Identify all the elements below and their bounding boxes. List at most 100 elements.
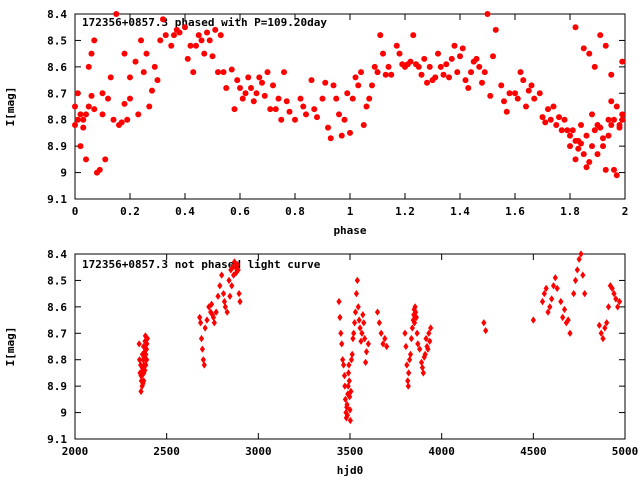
data-point [547,303,553,311]
data-point [85,103,92,110]
data-point [567,132,573,139]
data-point [421,55,428,62]
data-point [406,369,412,377]
data-point [127,95,133,102]
data-point [371,63,378,70]
data-point [366,95,373,102]
data-point [219,271,225,279]
data-point [435,50,441,57]
data-point [591,63,598,70]
data-point [135,111,142,118]
data-point [611,166,617,173]
data-point [440,71,447,78]
data-point [351,329,357,337]
data-point [355,82,362,89]
data-point [333,95,340,102]
data-point [363,348,370,356]
data-point [525,87,532,94]
data-point [346,361,352,369]
data-point [80,116,87,123]
data-point [385,63,392,70]
data-point [619,116,626,123]
x-axis-label: phase [333,224,366,237]
x-tick-label: 5000 [612,445,639,458]
data-point [423,334,429,343]
data-point [420,369,426,377]
data-point [561,305,568,314]
data-point [143,350,149,359]
x-tick-label: 0.4 [175,205,195,218]
data-point [138,387,144,396]
data-point [349,350,355,359]
data-point [405,377,411,385]
data-point [446,74,452,81]
data-point [144,334,151,343]
data-point [157,37,164,44]
data-point [550,103,557,110]
data-point [202,324,208,332]
data-point [359,329,365,337]
data-point [143,345,150,353]
data-point [80,124,87,131]
data-point [454,69,461,76]
data-point [407,350,414,359]
data-point [356,316,362,324]
data-point [77,143,84,150]
data-point [563,319,569,327]
data-point [564,127,571,134]
data-point [187,42,194,49]
data-point [580,45,587,52]
data-point [74,90,81,97]
data-point [589,143,595,150]
data-point [558,297,564,306]
data-point [342,382,348,390]
data-point [348,387,354,396]
y-tick-label: 9.1 [47,193,67,206]
data-point [574,266,580,274]
x-tick-label: 2500 [153,445,180,458]
data-point [140,379,146,388]
data-point [362,334,368,343]
unphased-light-curve-panel: 2000 2500 3000 3500 4000 4500 5000 8.4 8.5 8.6 8.7… [4,248,638,477]
data-point [413,313,419,322]
data-point [162,32,169,39]
data-point [406,356,413,364]
data-point [411,305,417,314]
data-point [193,42,199,49]
data-point [160,16,166,23]
data-point [611,290,617,298]
data-point [418,71,425,78]
data-point [468,69,474,76]
data-point [220,69,227,76]
data-point [594,151,601,158]
data-point [528,82,535,89]
data-point [325,124,331,131]
data-point [586,159,593,165]
data-point [340,361,347,369]
data-point [308,77,315,84]
data-point [578,122,584,128]
data-point [184,55,191,62]
data-point [224,308,230,316]
data-point [407,58,414,65]
y-tick-label: 8.8 [47,114,67,127]
data-point [554,284,560,292]
data-point [484,11,491,17]
data-point [419,364,426,372]
data-point [195,32,202,39]
data-point [154,77,161,84]
data-point [217,282,223,290]
data-point [410,32,417,39]
data-point [402,329,408,337]
data-point [209,53,216,60]
x-tick-label: 4500 [520,445,547,458]
data-point [382,334,388,343]
data-point [583,164,590,171]
data-point [597,32,604,39]
data-point [341,116,348,123]
data-point [417,345,423,353]
x-tick-label: 0 [72,205,79,218]
y-tick-label: 8.4 [47,8,67,21]
data-point [547,116,554,123]
data-point [613,295,619,303]
